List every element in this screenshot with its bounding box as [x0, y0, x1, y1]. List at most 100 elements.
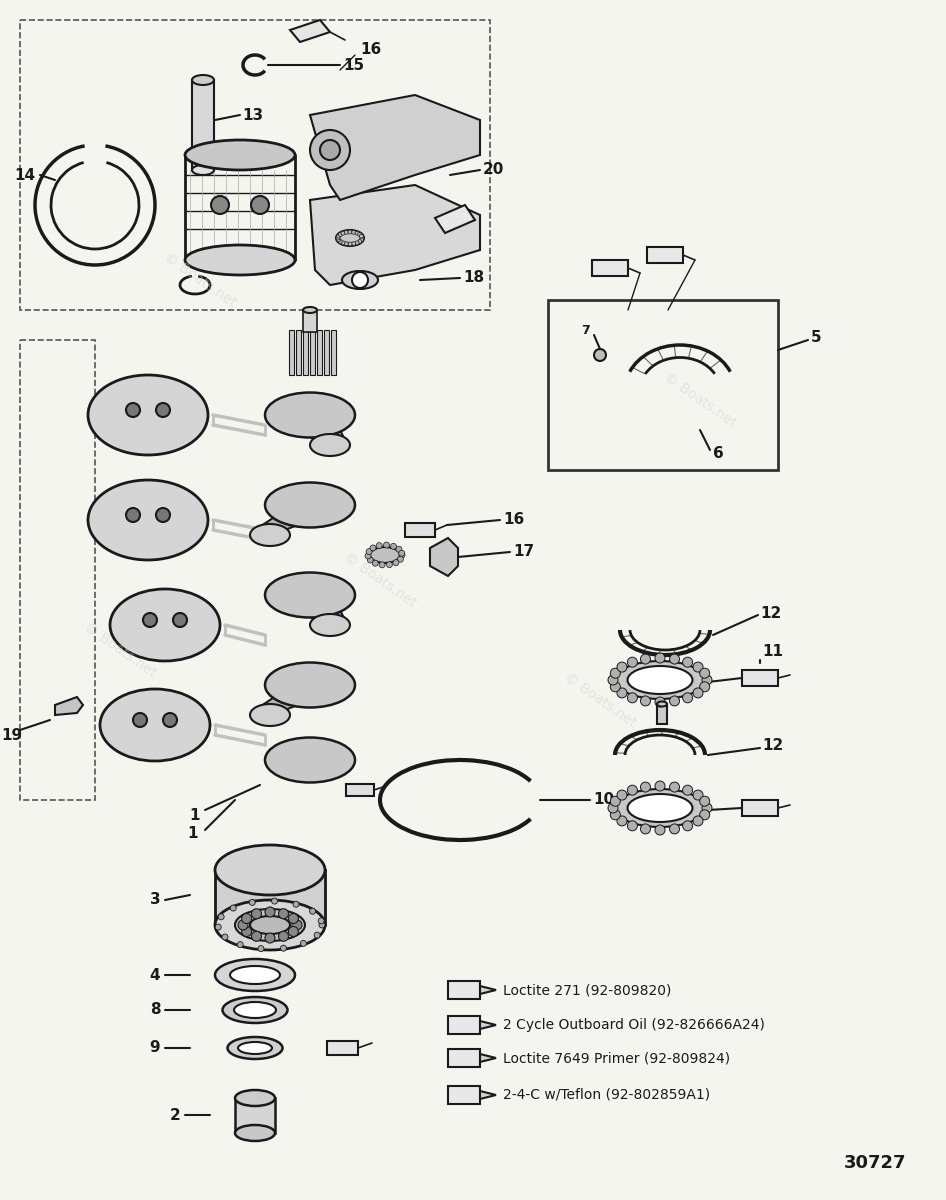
Ellipse shape — [235, 1090, 275, 1106]
Circle shape — [344, 230, 348, 234]
Text: 1: 1 — [187, 826, 199, 840]
Text: 92: 92 — [458, 1054, 470, 1063]
Ellipse shape — [110, 589, 220, 661]
Circle shape — [126, 508, 140, 522]
Bar — [235, 1098, 275, 1133]
Circle shape — [352, 230, 356, 234]
Circle shape — [336, 236, 340, 240]
Circle shape — [348, 230, 352, 234]
Circle shape — [355, 232, 359, 235]
Circle shape — [341, 241, 345, 245]
Circle shape — [610, 668, 621, 678]
Circle shape — [617, 790, 627, 800]
Circle shape — [670, 782, 679, 792]
Text: 18: 18 — [463, 270, 484, 286]
Polygon shape — [55, 697, 83, 715]
Circle shape — [348, 242, 352, 246]
Ellipse shape — [227, 1037, 283, 1058]
Polygon shape — [310, 95, 480, 200]
Circle shape — [655, 826, 665, 835]
Circle shape — [366, 548, 372, 554]
Bar — [296, 330, 301, 374]
Polygon shape — [327, 1040, 358, 1055]
Circle shape — [156, 403, 170, 416]
Circle shape — [700, 797, 710, 806]
Circle shape — [399, 551, 405, 557]
Circle shape — [215, 924, 221, 930]
Text: 13: 13 — [242, 108, 263, 122]
Circle shape — [156, 508, 170, 522]
Bar — [657, 704, 667, 724]
Circle shape — [359, 234, 363, 238]
Circle shape — [396, 546, 402, 552]
Ellipse shape — [265, 662, 355, 708]
Circle shape — [386, 562, 393, 568]
Text: Loctite 7649 Primer (92-809824): Loctite 7649 Primer (92-809824) — [503, 1051, 730, 1066]
Ellipse shape — [342, 271, 378, 289]
Circle shape — [683, 658, 692, 667]
Circle shape — [344, 241, 348, 246]
Circle shape — [693, 662, 703, 672]
Circle shape — [133, 713, 147, 727]
Ellipse shape — [222, 997, 288, 1022]
Polygon shape — [448, 982, 480, 998]
Bar — [310, 330, 315, 374]
Text: 1: 1 — [190, 808, 201, 822]
Ellipse shape — [265, 392, 355, 438]
Text: 95: 95 — [444, 214, 456, 223]
Circle shape — [399, 552, 405, 558]
Circle shape — [379, 562, 385, 568]
Text: 4: 4 — [149, 967, 160, 983]
Text: © Boats.net: © Boats.net — [161, 250, 238, 310]
Text: 2-4-C w/Teflon (92-802859A1): 2-4-C w/Teflon (92-802859A1) — [503, 1088, 710, 1102]
Polygon shape — [480, 1091, 496, 1099]
Ellipse shape — [234, 1002, 276, 1018]
Circle shape — [143, 613, 157, 626]
Ellipse shape — [100, 689, 210, 761]
Ellipse shape — [230, 966, 280, 984]
Polygon shape — [647, 247, 683, 263]
Text: 7: 7 — [461, 985, 467, 995]
Polygon shape — [310, 185, 480, 284]
Ellipse shape — [627, 666, 692, 694]
Text: 5: 5 — [811, 330, 822, 346]
Circle shape — [655, 781, 665, 791]
Circle shape — [339, 240, 342, 244]
Ellipse shape — [185, 245, 295, 275]
Circle shape — [594, 349, 606, 361]
Text: 16: 16 — [503, 512, 524, 528]
Circle shape — [617, 688, 627, 698]
Text: 17: 17 — [513, 545, 534, 559]
Polygon shape — [448, 1016, 480, 1034]
Polygon shape — [742, 800, 778, 816]
Polygon shape — [448, 1049, 480, 1067]
Circle shape — [702, 674, 712, 685]
Ellipse shape — [627, 794, 692, 822]
Ellipse shape — [615, 790, 705, 827]
Text: 3: 3 — [149, 893, 160, 907]
Circle shape — [391, 544, 396, 550]
Bar — [548, 300, 778, 470]
Circle shape — [640, 824, 651, 834]
Circle shape — [352, 241, 356, 246]
Text: 14: 14 — [354, 785, 366, 794]
Bar — [303, 310, 317, 332]
Circle shape — [617, 662, 627, 672]
Bar — [324, 330, 329, 374]
Ellipse shape — [310, 614, 350, 636]
Text: 95: 95 — [305, 28, 315, 36]
Circle shape — [640, 696, 651, 706]
Ellipse shape — [215, 845, 325, 895]
Circle shape — [318, 918, 324, 924]
Circle shape — [352, 272, 368, 288]
Text: 19: 19 — [2, 727, 23, 743]
Polygon shape — [480, 986, 496, 994]
Circle shape — [280, 946, 287, 952]
Text: 95: 95 — [458, 1090, 470, 1100]
Ellipse shape — [192, 164, 214, 175]
Circle shape — [393, 559, 399, 565]
Circle shape — [358, 240, 361, 244]
Circle shape — [337, 234, 341, 238]
Bar — [20, 20, 490, 310]
Circle shape — [339, 233, 342, 236]
